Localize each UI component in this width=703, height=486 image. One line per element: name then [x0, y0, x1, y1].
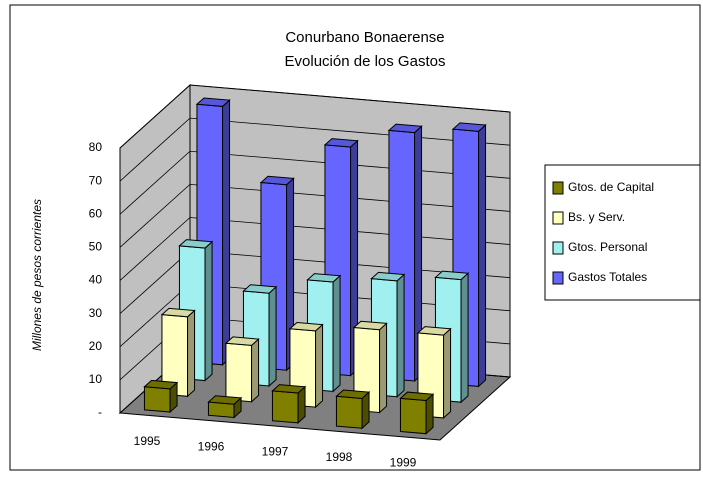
legend-label: Gastos Totales: [568, 270, 647, 284]
bar-side: [332, 274, 341, 393]
bar-top: [370, 271, 406, 282]
chart-title: Conurbano Bonaerense: [285, 29, 444, 46]
bar-top: [288, 321, 324, 332]
bar-side: [396, 273, 405, 398]
bar-top: [416, 326, 452, 336]
bar-front: [143, 386, 171, 413]
legend-swatch: [552, 271, 564, 285]
bar-top: [242, 284, 278, 294]
bar-front: [225, 342, 253, 403]
legend-label: Gtos. de Capital: [568, 180, 654, 194]
bar-top: [160, 307, 196, 318]
legend-box: [544, 164, 701, 301]
x-tick-label: 1998: [326, 450, 353, 464]
bar-top: [451, 122, 487, 132]
bar-top: [434, 270, 470, 281]
bar: [160, 307, 196, 398]
bar-side: [204, 240, 213, 382]
legend-swatch: [552, 181, 564, 195]
bar-front: [335, 395, 363, 429]
bar: [143, 379, 179, 414]
y-axis-label: Millones de pesos corrientes: [30, 199, 44, 351]
bar-top: [387, 123, 423, 134]
x-tick-label: 1997: [262, 445, 289, 459]
bar-top: [224, 336, 260, 346]
y-tick-label: 20: [89, 339, 103, 353]
bar-side: [268, 285, 277, 388]
legend-swatch: [552, 211, 564, 225]
bar-top: [271, 384, 307, 394]
bar-top: [306, 273, 342, 283]
bar-top: [352, 320, 388, 331]
bar-side: [379, 322, 388, 414]
legend-label: Bs. y Serv.: [568, 210, 625, 224]
bar-side: [443, 327, 452, 420]
bar-top: [143, 379, 179, 390]
bar-front: [399, 397, 427, 435]
y-tick-label: 30: [89, 306, 103, 320]
bar: [399, 391, 435, 435]
bar: [224, 336, 260, 403]
bar: [335, 389, 371, 430]
y-tick-label: 60: [89, 206, 103, 220]
bar-side: [315, 323, 324, 409]
y-tick-label: 70: [89, 173, 103, 187]
legend-label: Gtos. Personal: [568, 240, 647, 254]
bar-top: [178, 239, 214, 249]
bar-top: [323, 138, 359, 148]
y-tick-label: -: [98, 405, 102, 419]
x-tick-label: 1996: [198, 439, 225, 453]
bar: [207, 395, 243, 419]
x-tick-label: 1999: [390, 455, 417, 469]
x-tick-label: 1995: [134, 434, 161, 448]
y-tick-label: 40: [89, 273, 103, 287]
bar-side: [222, 99, 231, 366]
legend-swatch: [552, 241, 564, 255]
y-tick-label: 80: [89, 140, 103, 154]
bar-side: [478, 123, 487, 388]
bar-top: [195, 97, 231, 107]
bar-top: [335, 389, 371, 399]
grid-line: [119, 84, 511, 149]
bar-side: [187, 309, 196, 398]
y-tick-label: 50: [89, 240, 103, 254]
bar-side: [251, 337, 260, 403]
y-tick-label: 10: [89, 372, 103, 386]
bar-side: [460, 272, 469, 404]
bar-front: [271, 390, 299, 424]
chart-subtitle: Evolución de los Gastos: [285, 53, 446, 70]
bar-top: [399, 391, 435, 402]
bar: [271, 384, 307, 424]
bar-top: [207, 395, 243, 405]
bar-top: [259, 175, 295, 186]
